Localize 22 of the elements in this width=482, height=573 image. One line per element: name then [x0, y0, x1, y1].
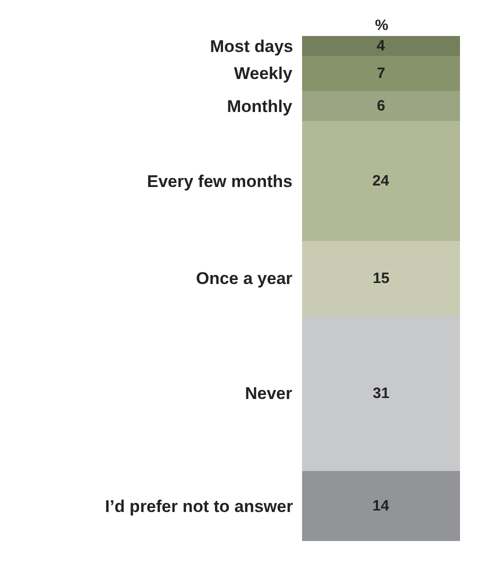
bar: [302, 91, 460, 121]
data-label: 24: [372, 172, 390, 190]
series-label: I’d prefer not to answer: [105, 497, 294, 516]
data-label: 15: [372, 270, 390, 287]
bar: [302, 241, 460, 316]
series-label: Never: [245, 384, 293, 403]
data-label: 14: [372, 498, 390, 514]
series-label: Monthly: [227, 97, 293, 116]
data-label: 4: [376, 38, 386, 54]
bar: [302, 36, 460, 56]
bar: [302, 121, 460, 241]
series-label: Most days: [210, 37, 294, 56]
series-label: Once a year: [196, 269, 293, 288]
series-label: Every few months: [147, 172, 292, 191]
data-label: 6: [376, 98, 386, 114]
text: %: [375, 17, 388, 34]
series-label: Weekly: [234, 64, 293, 83]
bar: [302, 316, 460, 471]
bar: [302, 56, 460, 91]
bar: [302, 471, 460, 541]
data-label: 7: [376, 65, 386, 82]
data-label: 31: [372, 385, 390, 402]
